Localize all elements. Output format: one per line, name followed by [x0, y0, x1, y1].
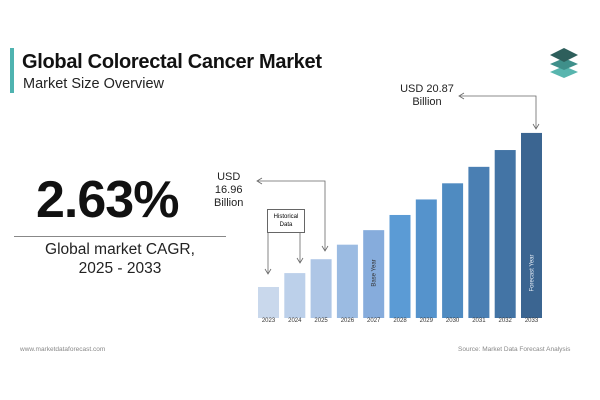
divider: [14, 236, 226, 237]
end-value-callout: USD 20.87 Billion: [392, 83, 462, 109]
historical-data-label: Historical Data: [267, 209, 305, 233]
start-arrow-head: [256, 177, 263, 185]
callout-line: USD 20.87: [400, 83, 454, 95]
callout-line: 16.96: [214, 184, 243, 196]
historical-arrow-head: [296, 257, 304, 264]
bar-2028: [389, 214, 411, 318]
bar-2030: [442, 183, 464, 318]
bar-annotation: Forecast Year: [530, 254, 536, 291]
website-footer: www.marketdataforecast.com: [20, 346, 106, 353]
x-tick-label: 2033: [525, 318, 539, 324]
bar-2027: [363, 230, 385, 318]
historical-line: Historical: [273, 214, 299, 220]
x-tick-label: 2023: [262, 318, 276, 324]
cagr-label: Global market CAGR, 2025 - 2033: [14, 240, 226, 278]
bar-2025: [310, 259, 332, 318]
callout-line: Billion: [214, 197, 244, 209]
start-arrow-head: [321, 245, 329, 252]
cagr-label-line1: Global market CAGR,: [45, 241, 195, 258]
start-value-callout: USD 16.96 Billion: [214, 171, 243, 210]
end-arrow: [460, 95, 537, 128]
bar-2024: [284, 273, 306, 318]
x-tick-label: 2028: [393, 318, 407, 324]
callout-line: Billion: [412, 96, 442, 108]
x-tick-label: 2032: [499, 318, 513, 324]
page-title: Global Colorectal Cancer Market: [22, 51, 322, 73]
historical-arrow-head: [264, 268, 272, 275]
x-tick-label: 2024: [288, 318, 302, 324]
title-accent-bar: [10, 48, 14, 93]
bar-2031: [468, 166, 490, 318]
bar-2023: [258, 286, 279, 318]
bar-2029: [415, 199, 437, 318]
bar-2032: [494, 150, 516, 318]
end-arrow-head: [532, 123, 540, 130]
historical-line: Data: [279, 222, 293, 228]
page-subtitle: Market Size Overview: [23, 76, 165, 92]
x-tick-label: 2031: [472, 318, 486, 324]
end-arrow-head: [458, 92, 465, 100]
x-tick-label: 2025: [314, 318, 328, 324]
x-tick-label: 2026: [341, 318, 355, 324]
x-tick-label: 2029: [420, 318, 434, 324]
cagr-label-line2: 2025 - 2033: [78, 260, 162, 277]
x-tick-label: 2027: [367, 318, 381, 324]
bar-annotation: Base Year: [372, 259, 378, 286]
logo-icon: [550, 48, 578, 78]
bar-2026: [336, 244, 358, 318]
x-tick-label: 2030: [446, 318, 460, 324]
bar-2033: [521, 132, 542, 318]
callout-line: USD: [217, 171, 241, 183]
cagr-value: 2.63%: [36, 171, 179, 229]
source-footer: Source: Market Data Forecast Analysis: [458, 346, 571, 353]
start-arrow: [258, 180, 326, 250]
